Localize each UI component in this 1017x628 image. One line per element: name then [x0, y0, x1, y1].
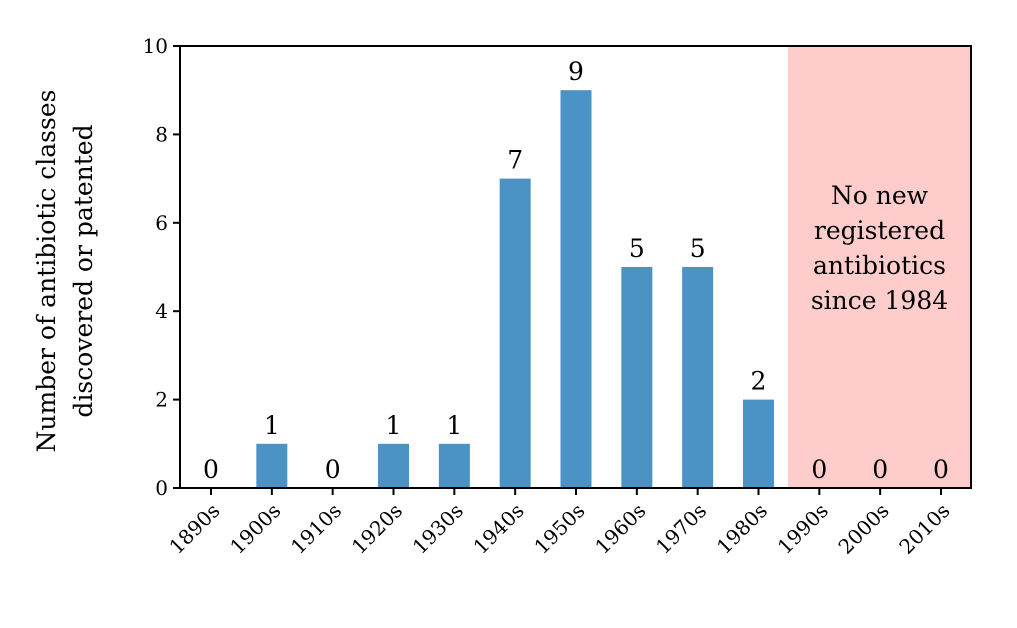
data-label: 0	[933, 455, 949, 484]
annotation-line: antibiotics	[813, 251, 946, 280]
x-tick-label: 1980s	[712, 499, 772, 559]
data-label: 0	[203, 455, 219, 484]
data-label: 0	[811, 455, 827, 484]
y-tick-label: 8	[155, 122, 168, 146]
bar-1980s	[743, 399, 774, 488]
data-label: 1	[386, 411, 402, 440]
data-label: 7	[507, 146, 523, 175]
x-tick-label: 1890s	[164, 499, 224, 559]
bar-1940s	[499, 178, 531, 488]
bar-1950s	[560, 90, 592, 488]
annotation-line: since 1984	[811, 286, 948, 315]
bar-1920s	[378, 443, 409, 488]
bar-1900s	[256, 443, 288, 488]
x-tick-label: 1950s	[529, 499, 589, 559]
x-tick-label: 1970s	[651, 499, 711, 559]
x-tick-label: 2000s	[833, 499, 893, 559]
y-tick-label: 6	[155, 211, 168, 235]
x-tick-label: 1930s	[408, 499, 468, 559]
y-tick-label: 2	[155, 388, 168, 412]
y-axis-label: discovered or patented	[69, 124, 98, 417]
data-label: 5	[690, 234, 706, 263]
annotation-line: No new	[831, 181, 929, 210]
highlight-region	[788, 46, 971, 488]
annotation-line: registered	[814, 216, 945, 245]
data-label: 1	[446, 411, 462, 440]
x-tick-label: 1900s	[225, 499, 285, 559]
bar-1970s	[682, 267, 714, 488]
data-label: 0	[325, 455, 341, 484]
bar-1930s	[438, 443, 470, 488]
x-tick-label: 1960s	[590, 499, 650, 559]
data-label: 0	[872, 455, 888, 484]
y-axis-label: Number of antibiotic classes	[32, 90, 61, 453]
data-label: 2	[751, 367, 767, 396]
x-tick-label: 1920s	[347, 499, 407, 559]
x-tick-label: 1940s	[468, 499, 528, 559]
data-label: 9	[568, 57, 584, 86]
data-label: 5	[629, 234, 645, 263]
y-tick-label: 0	[155, 476, 168, 500]
data-label: 1	[264, 411, 280, 440]
x-tick-label: 2010s	[894, 499, 954, 559]
x-tick-label: 1910s	[286, 499, 346, 559]
bar-1960s	[621, 267, 653, 488]
x-tick-label: 1990s	[773, 499, 833, 559]
y-tick-label: 10	[143, 34, 168, 58]
y-tick-label: 4	[155, 299, 168, 323]
